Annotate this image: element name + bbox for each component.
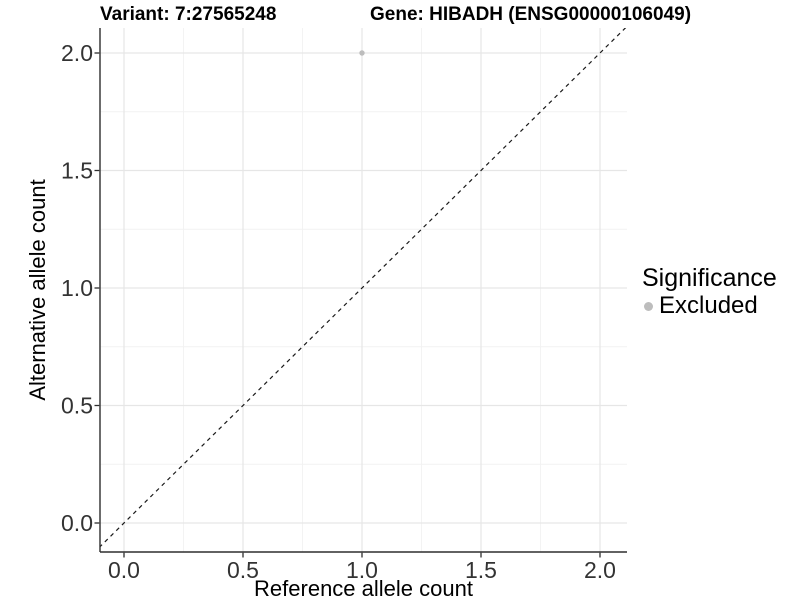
plot-title-gene: Gene: HIBADH (ENSG00000106049) bbox=[370, 4, 692, 25]
legend-item-excluded: Excluded bbox=[640, 293, 777, 319]
y-tick-label: 1.5 bbox=[61, 158, 93, 184]
legend-item-label: Excluded bbox=[659, 292, 758, 319]
y-tick-label: 0.5 bbox=[61, 393, 93, 419]
data-point bbox=[359, 50, 365, 56]
x-tick-label: 0.0 bbox=[108, 557, 140, 583]
y-tick-label: 2.0 bbox=[61, 40, 93, 66]
x-tick-label: 1.0 bbox=[346, 557, 378, 583]
x-tick-label: 2.0 bbox=[584, 557, 616, 583]
identity-reference-line bbox=[100, 28, 627, 548]
legend-title: Significance bbox=[642, 264, 777, 292]
legend: Significance Excluded bbox=[640, 264, 777, 319]
legend-point-icon bbox=[644, 301, 653, 311]
x-tick-label: 0.5 bbox=[227, 557, 259, 583]
x-tick-label: 1.5 bbox=[465, 557, 497, 583]
y-tick-label: 0.0 bbox=[61, 510, 93, 536]
y-tick-label: 1.0 bbox=[61, 275, 93, 301]
plot-title-variant: Variant: 7:27565248 bbox=[100, 4, 277, 25]
y-axis-title: Alternative allele count bbox=[25, 179, 50, 400]
x-axis-title: Reference allele count bbox=[254, 576, 473, 600]
